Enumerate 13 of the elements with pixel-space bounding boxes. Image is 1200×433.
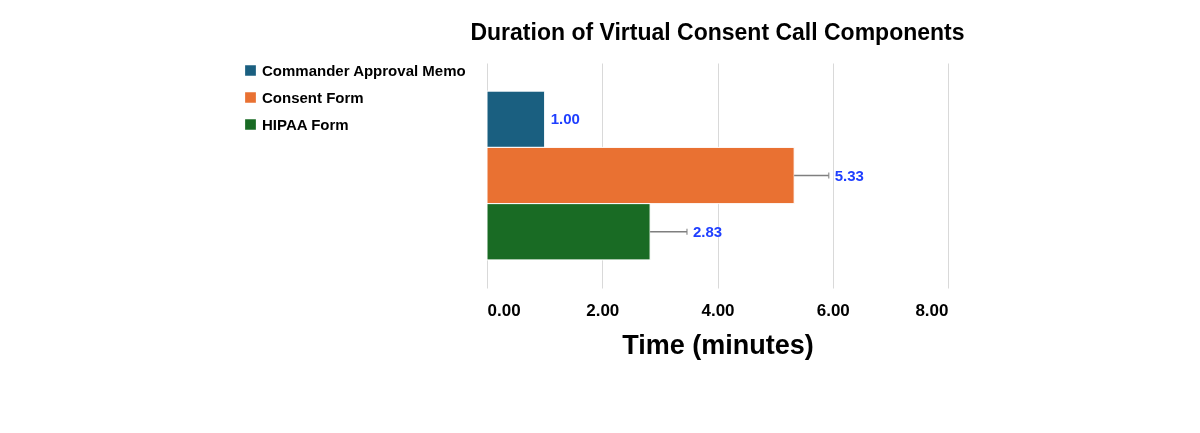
- x-tick-label: 8.00: [915, 300, 949, 320]
- legend-label: HIPAA Form: [262, 115, 349, 133]
- x-tick-label: 4.00: [701, 300, 735, 320]
- legend-label: Commander Approval Memo: [262, 61, 466, 79]
- x-axis-title: Time (minutes): [622, 329, 814, 360]
- x-tick-label: 0.00: [487, 300, 521, 320]
- data-label: 2.83: [692, 222, 723, 240]
- x-tick-label: 2.00: [586, 300, 620, 320]
- x-tick-label: 6.00: [816, 300, 850, 320]
- data-label: 1.00: [550, 110, 580, 128]
- chart-title: Duration of Virtual Consent Call Components: [470, 19, 965, 45]
- legend-label: Consent Form: [262, 88, 364, 106]
- data-label: 5.33: [834, 166, 864, 184]
